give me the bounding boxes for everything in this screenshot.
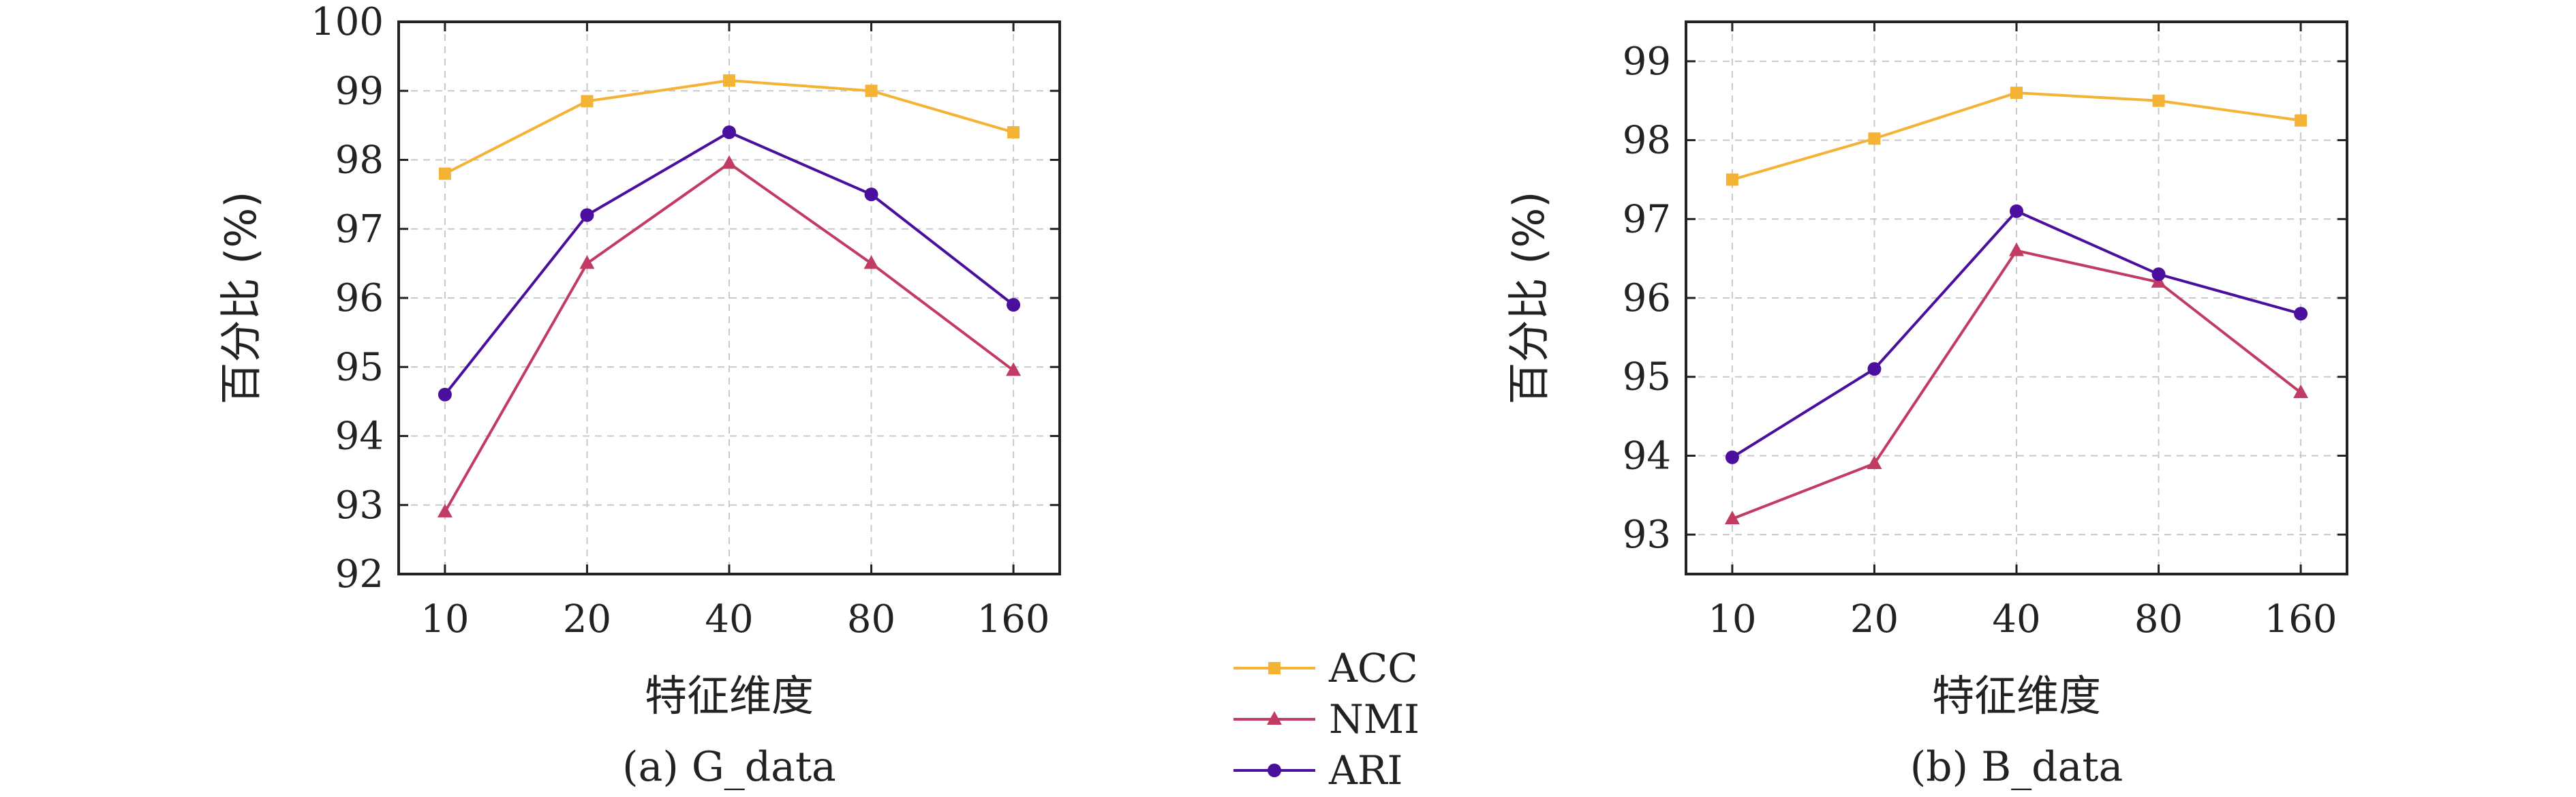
- legend-item-nmi: NMI: [1233, 696, 1420, 742]
- data-point-ari: [438, 387, 452, 402]
- y-tick-label: 95: [1623, 355, 1671, 400]
- x-tick-label: 80: [847, 597, 895, 642]
- data-point-ari: [1725, 450, 1739, 464]
- data-point-nmi: [722, 155, 737, 169]
- x-axis-label: 特征维度: [645, 671, 814, 721]
- legend-label: ARI: [1328, 747, 1402, 794]
- data-point-acc: [1868, 132, 1881, 145]
- data-point-ari: [722, 125, 736, 139]
- y-tick-label: 95: [335, 345, 384, 389]
- y-tick-label: 98: [335, 138, 384, 183]
- data-point-acc: [723, 74, 735, 87]
- x-tick-label: 20: [1850, 597, 1899, 642]
- x-tick-label: 20: [563, 597, 611, 642]
- data-point-acc: [865, 85, 878, 97]
- legend-label: NMI: [1329, 696, 1420, 742]
- y-tick-label: 99: [1623, 40, 1671, 84]
- legend-marker: [1267, 711, 1282, 725]
- y-tick-label: 94: [1623, 434, 1671, 478]
- series-nmi: [437, 155, 1022, 517]
- legend-item-ari: ARI: [1233, 747, 1402, 794]
- data-point-ari: [2151, 267, 2166, 282]
- y-tick-label: 98: [1623, 119, 1671, 163]
- x-tick-label: 160: [977, 597, 1050, 642]
- y-axis-label: 百分比 (%): [216, 192, 266, 405]
- chart-panel-a: 92 93 94 95 96 97 98 99 100 10 20 40 80 160 特征维度 百分比 (%…: [216, 0, 1061, 791]
- data-point-acc: [1726, 173, 1738, 186]
- y-axis-label: 百分比 (%): [1504, 192, 1554, 405]
- y-tick-label: 96: [1623, 276, 1671, 320]
- legend-marker: [1268, 662, 1281, 674]
- data-point-ari: [580, 208, 594, 222]
- x-tick-label: 10: [1708, 597, 1756, 642]
- data-point-acc: [438, 167, 451, 180]
- series-acc: [1726, 87, 2307, 186]
- series-acc: [438, 74, 1020, 180]
- y-tick-label: 92: [335, 552, 384, 597]
- data-point-ari: [1007, 298, 1021, 312]
- series-ari: [1725, 204, 2308, 464]
- y-tick-label: 93: [335, 483, 384, 528]
- data-point-nmi: [2009, 242, 2024, 256]
- subfigure-caption: (b) B_data: [1910, 743, 2123, 791]
- y-tick-label: 100: [311, 0, 384, 44]
- data-point-acc: [2295, 114, 2307, 127]
- data-point-nmi: [579, 255, 595, 269]
- data-point-nmi: [1867, 455, 1882, 469]
- data-point-acc: [2010, 87, 2023, 100]
- data-point-ari: [2010, 204, 2023, 218]
- legend-label: ACC: [1328, 645, 1418, 691]
- data-point-nmi: [437, 503, 453, 517]
- legend-item-acc: ACC: [1233, 645, 1418, 691]
- x-tick-label: 80: [2134, 597, 2183, 642]
- y-tick-label: 97: [335, 207, 384, 252]
- data-point-ari: [864, 187, 878, 202]
- subfigure-caption: (a) G_data: [622, 743, 836, 791]
- x-axis-label: 特征维度: [1932, 671, 2101, 721]
- data-point-nmi: [863, 255, 879, 269]
- legend: ACC NMI ARI: [1233, 645, 1420, 794]
- x-tick-label: 10: [420, 597, 469, 642]
- series-line-nmi: [444, 162, 1015, 513]
- y-tick-label: 96: [335, 276, 384, 320]
- y-tick-label: 93: [1623, 513, 1671, 557]
- data-point-nmi: [1724, 511, 1740, 524]
- data-point-acc: [2152, 94, 2165, 107]
- data-point-nmi: [1006, 362, 1022, 376]
- x-tick-label: 40: [1992, 597, 2040, 642]
- legend-marker: [1268, 764, 1281, 777]
- data-point-acc: [1007, 126, 1020, 138]
- chart-panel-b: 93 94 95 96 97 98 99 10 20 40 80 160 特征维度 百分比 (%) (b) …: [1504, 20, 2348, 791]
- x-tick-label: 160: [2265, 597, 2337, 642]
- series-ari: [438, 125, 1021, 402]
- data-point-ari: [2294, 307, 2308, 321]
- y-tick-label: 97: [1623, 197, 1671, 241]
- y-tick-label: 94: [335, 415, 384, 459]
- x-tick-label: 40: [705, 597, 753, 642]
- data-point-ari: [1867, 362, 1882, 376]
- data-point-nmi: [2293, 384, 2309, 398]
- data-point-acc: [581, 95, 594, 108]
- y-tick-label: 99: [335, 69, 384, 113]
